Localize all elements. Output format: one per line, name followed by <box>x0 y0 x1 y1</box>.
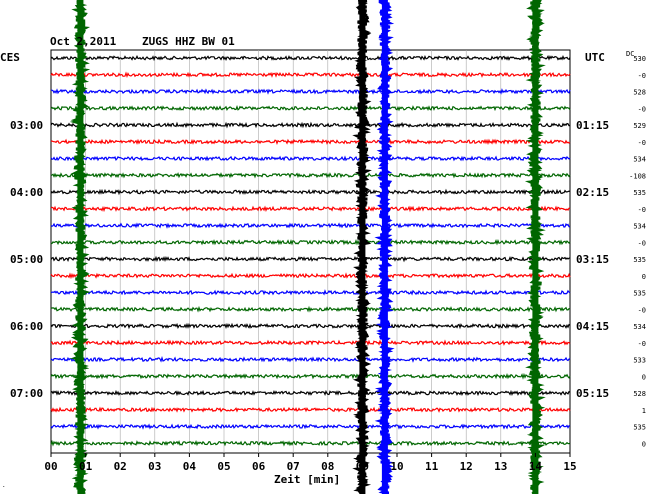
dc-offset-value: 0 <box>642 373 646 381</box>
trace-14 <box>50 289 571 296</box>
trace-9 <box>50 205 571 213</box>
header-date: Oct 2,2011 <box>50 35 117 48</box>
x-tick-label: 00 <box>44 460 57 473</box>
dc-offset-value: 535 <box>633 424 646 432</box>
trace-0 <box>50 55 571 62</box>
dc-offset-value: -0 <box>638 239 646 247</box>
trace-21 <box>50 406 571 413</box>
dc-offset-value: 533 <box>633 357 646 365</box>
dc-offset-value: 0 <box>642 273 646 281</box>
dc-offset-value: -0 <box>638 139 646 147</box>
left-hour-label: 04:00 <box>10 186 43 199</box>
trace-17 <box>50 339 571 346</box>
trace-19 <box>50 372 571 380</box>
trace-23 <box>50 439 571 447</box>
dc-offset-value: 535 <box>633 189 646 197</box>
left-timezone: CES <box>0 51 20 64</box>
x-tick-label: 10 <box>390 460 403 473</box>
dc-offset-value: 528 <box>633 89 646 97</box>
x-tick-label: 05 <box>217 460 230 473</box>
trace-15 <box>50 305 571 313</box>
trace-5 <box>50 138 571 146</box>
right-hour-label: 02:15 <box>576 186 609 199</box>
right-hour-label: 03:15 <box>576 253 609 266</box>
dc-offset-value: 535 <box>633 290 646 298</box>
trace-11 <box>50 238 571 246</box>
x-tick-label: 13 <box>494 460 507 473</box>
left-hour-label: 05:00 <box>10 253 43 266</box>
x-tick-label: 11 <box>425 460 439 473</box>
trace-8 <box>50 188 571 196</box>
corner-mark: . <box>2 482 6 489</box>
x-tick-label: 09 <box>356 460 369 473</box>
dc-label: DC <box>626 50 634 58</box>
x-tick-label: 01 <box>79 460 93 473</box>
left-hour-labels: 03:00 04:00 05:00 06:00 07:00 <box>10 119 43 400</box>
dc-offset-value: 528 <box>633 390 646 398</box>
x-tick-label: 07 <box>287 460 300 473</box>
dc-offset-value: -0 <box>638 105 646 113</box>
x-tick-label: 14 <box>529 460 543 473</box>
x-tick-label: 04 <box>183 460 197 473</box>
left-hour-label: 06:00 <box>10 320 43 333</box>
header-station: ZUGS HHZ BW 01 <box>142 35 235 48</box>
x-tick-label: 06 <box>252 460 266 473</box>
dc-offset-value: 534 <box>633 323 646 331</box>
dc-offset-value: 1 <box>642 407 646 415</box>
event-band-1 <box>359 0 366 494</box>
events-group <box>69 0 546 494</box>
dc-offset-value: -108 <box>629 172 646 180</box>
trace-22 <box>50 423 571 430</box>
dc-offset-value: 529 <box>633 122 646 130</box>
dc-offset-value: 534 <box>633 223 646 231</box>
trace-13 <box>50 272 571 280</box>
dc-offset-value: 534 <box>633 156 646 164</box>
trace-18 <box>50 355 571 363</box>
trace-6 <box>50 155 571 162</box>
event-band-3 <box>532 0 539 494</box>
trace-7 <box>50 172 571 179</box>
dc-offset-value: -0 <box>638 306 646 314</box>
x-tick-label: 02 <box>114 460 127 473</box>
x-tick-label: 12 <box>460 460 473 473</box>
x-ticks: 00 01 02 03 04 05 06 07 08 09 10 11 12 13 14 15 <box>44 453 577 473</box>
x-tick-label: 15 <box>563 460 576 473</box>
traces-group <box>50 55 571 447</box>
dc-offset-value: -0 <box>638 72 646 80</box>
right-timezone: UTC <box>585 51 605 64</box>
plot-frame <box>50 49 571 454</box>
left-hour-label: 07:00 <box>10 387 43 400</box>
trace-12 <box>50 255 571 263</box>
trace-10 <box>50 222 571 229</box>
dc-offset-value: 535 <box>633 256 646 264</box>
x-tick-label: 08 <box>321 460 334 473</box>
trace-3 <box>50 104 571 112</box>
trace-4 <box>50 121 570 129</box>
dc-offset-value: -0 <box>638 206 646 214</box>
trace-2 <box>51 88 571 95</box>
event-band-2 <box>381 0 388 494</box>
dc-offset-value: 530 <box>633 55 646 63</box>
right-hour-labels: 01:15 02:15 03:15 04:15 05:15 <box>576 119 609 400</box>
x-axis-label: Zeit [min] <box>274 473 340 486</box>
x-tick-label: 03 <box>148 460 161 473</box>
trace-16 <box>50 322 571 330</box>
trace-1 <box>50 71 571 79</box>
right-hour-label: 04:15 <box>576 320 609 333</box>
right-hour-label: 05:15 <box>576 387 609 400</box>
left-hour-label: 03:00 <box>10 119 43 132</box>
dc-offset-value: -0 <box>638 340 646 348</box>
dc-offset-value: 0 <box>642 440 646 448</box>
right-hour-label: 01:15 <box>576 119 609 132</box>
dc-offsets: 530 -0 528 -0 529 -0 534 -108 535 -0 534 -0 535 0 535 -… <box>629 55 646 448</box>
trace-20 <box>50 389 571 397</box>
event-band-0 <box>77 0 84 494</box>
